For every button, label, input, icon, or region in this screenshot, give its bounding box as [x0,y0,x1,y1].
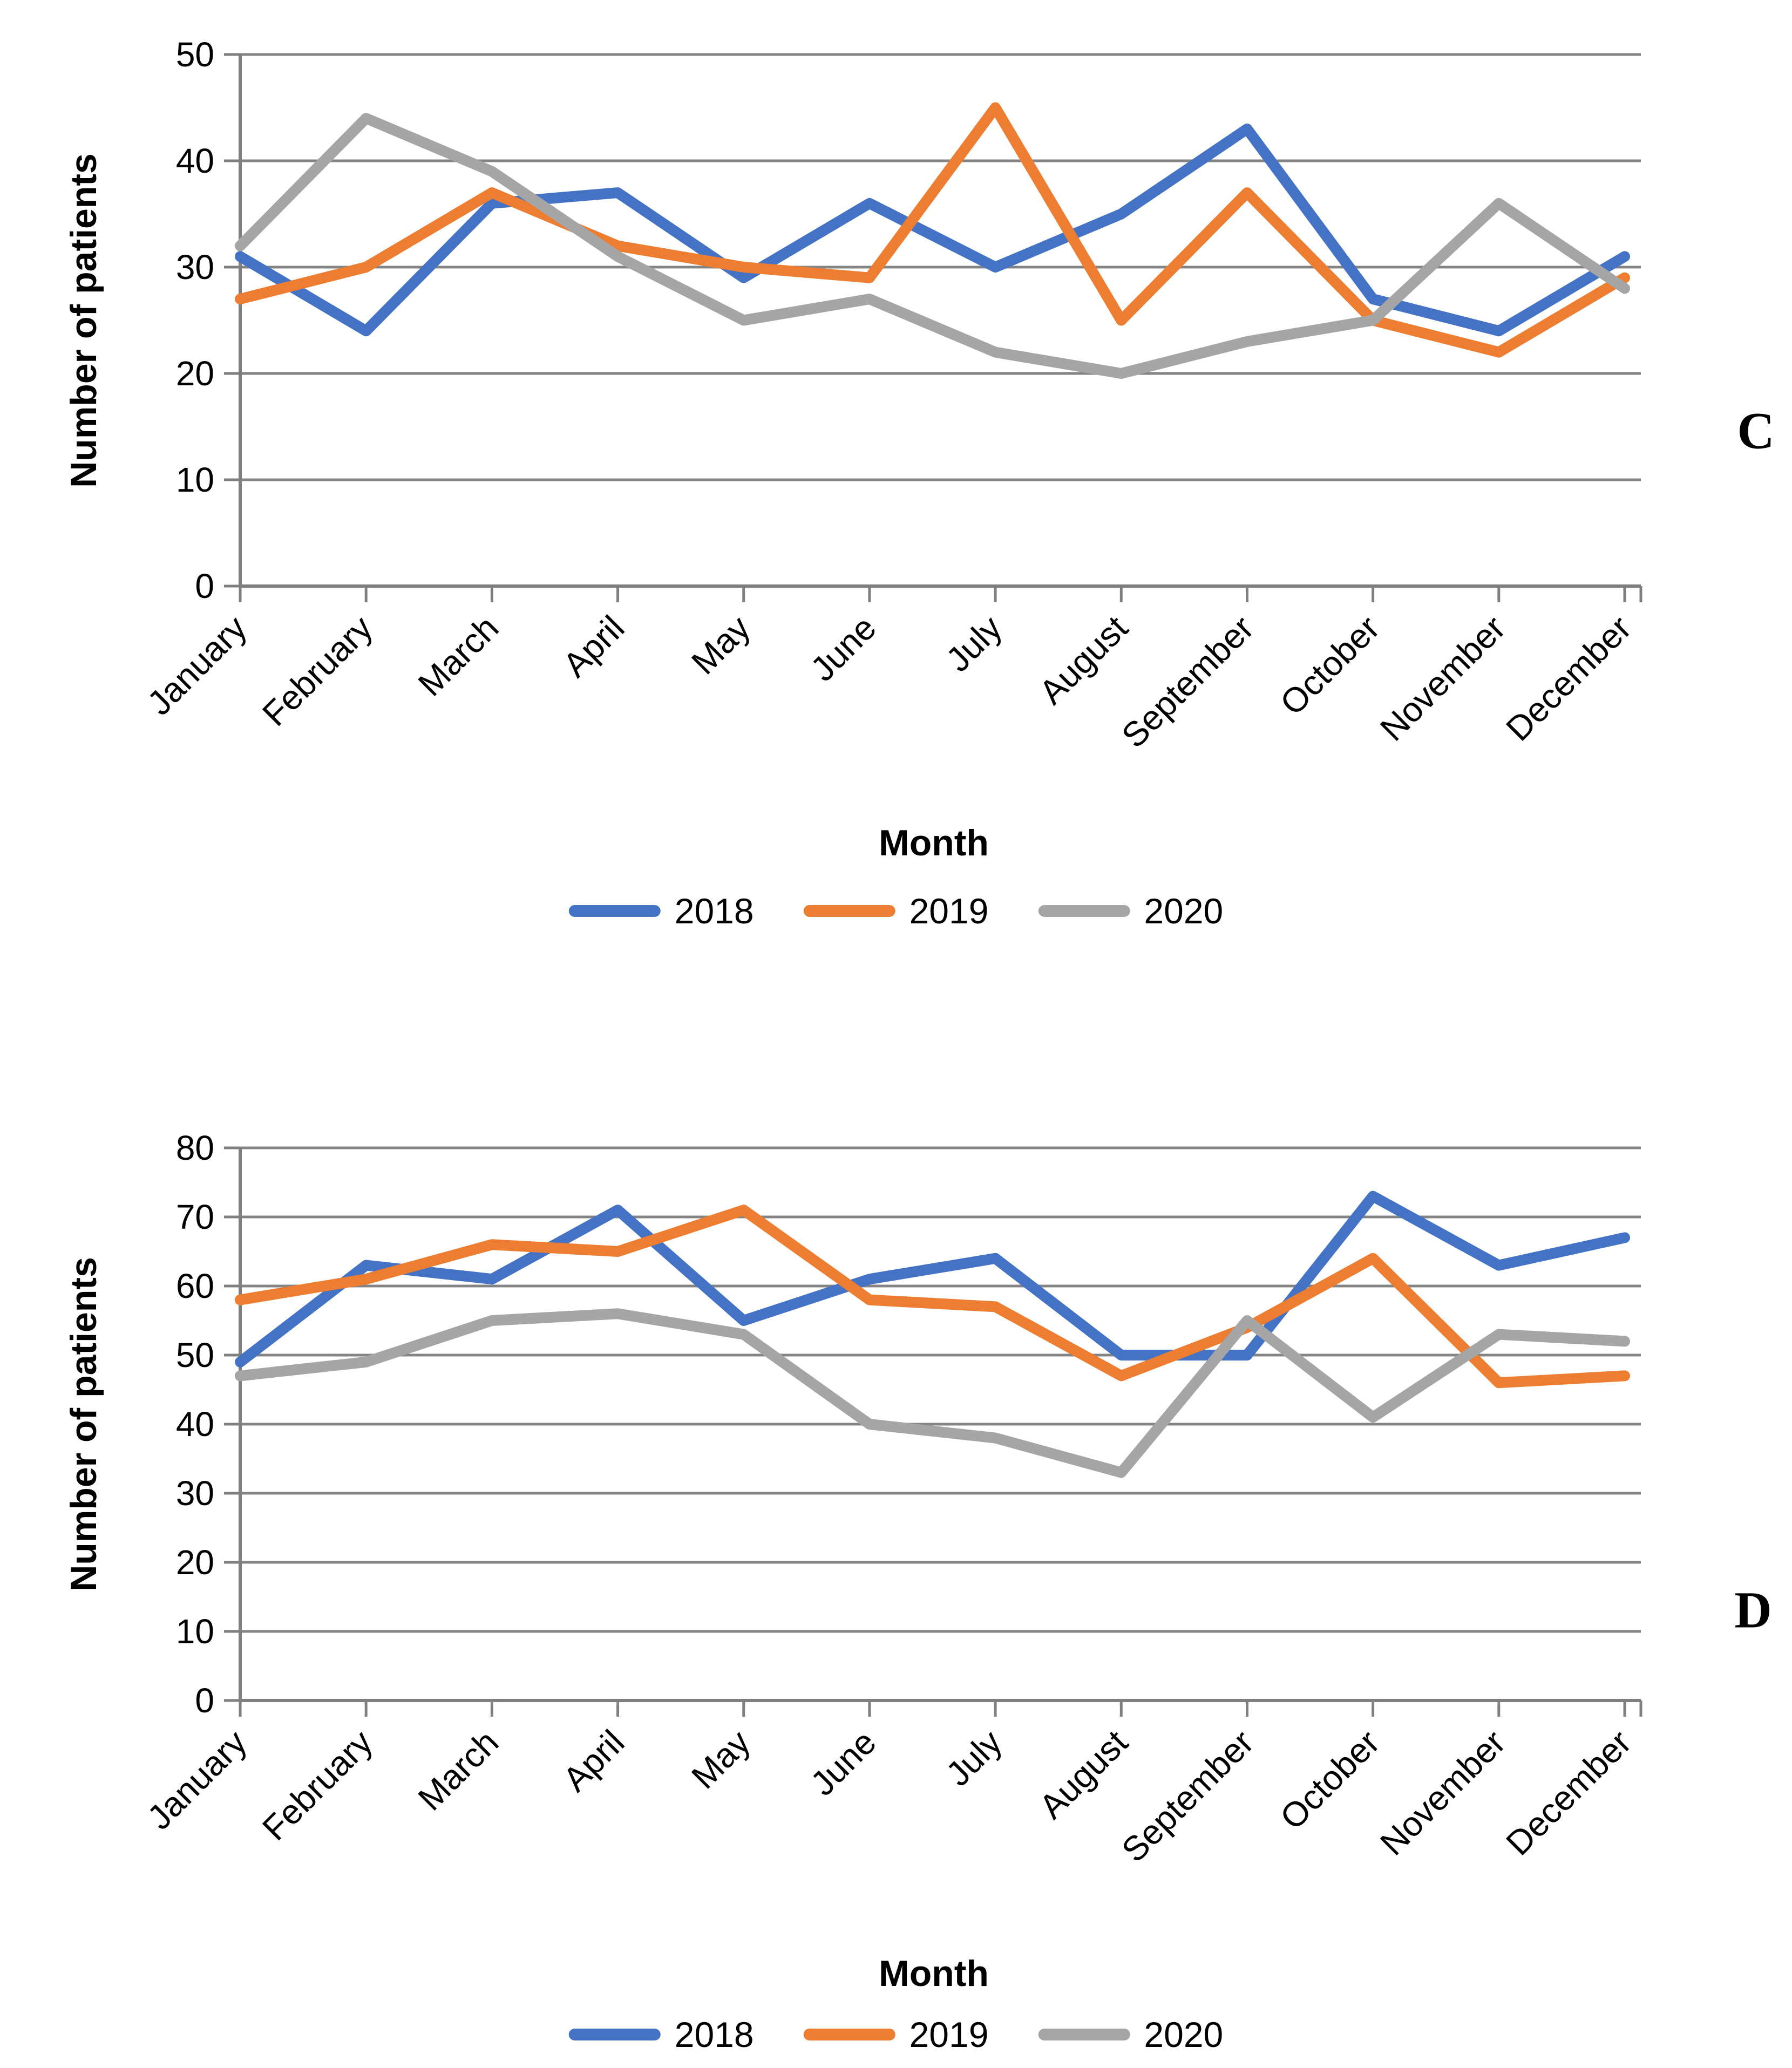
series-line-2018 [235,1191,1630,1368]
series-line-2019 [235,1205,1630,1389]
series-line-2019 [235,102,1630,358]
chart-c-legend: 2018 2019 2020 [568,890,1223,931]
month-label: July [939,1723,1009,1793]
month-label: February [255,608,380,733]
legend-swatch-2018 [568,905,661,917]
legend-label-2018: 2018 [674,891,754,931]
month-label: August [1031,608,1135,712]
month-label: August [1031,1723,1135,1826]
chart-d-legend: 2018 2019 2020 [568,2014,1223,2055]
chart-d: 0 10 20 30 40 50 60 70 80 January February March Apr… [140,1128,1642,1869]
legend-label-2019: 2019 [909,891,989,931]
legend-swatch-2019 [803,2029,895,2040]
legend-label-2019: 2019 [909,2015,989,2055]
legend-swatch-2018 [568,2029,661,2040]
month-label: November [1373,1723,1513,1863]
panel-label-c: C [1737,402,1775,460]
y-tick-label: 10 [176,460,214,499]
month-label: October [1273,608,1387,723]
legend-swatch-2020 [1038,2029,1130,2040]
panel-label-d: D [1734,1581,1772,1639]
legend-swatch-2019 [803,905,895,917]
month-label: May [684,608,757,682]
month-label: June [803,1723,884,1803]
month-label: September [1114,1723,1261,1869]
y-tick-label: 30 [176,248,214,287]
legend-item-2020: 2020 [1038,2014,1223,2055]
y-tick-label: 60 [176,1267,214,1305]
month-label: December [1498,608,1639,749]
series-line-2018 [235,123,1630,337]
month-label: April [555,1723,632,1799]
month-label: September [1114,608,1261,755]
y-tick-label: 0 [195,567,214,606]
month-label: April [555,608,632,684]
month-label: July [939,608,1009,679]
month-label: May [684,1723,757,1796]
chart-c-y-axis-title: Number of patients [63,153,104,488]
month-label: March [411,608,506,704]
legend-label-2018: 2018 [674,2015,754,2055]
month-label: October [1273,1723,1387,1837]
chart-d-x-axis-title: Month [879,1953,989,1994]
series-line-2020 [235,1308,1630,1478]
y-tick-label: 0 [195,1681,214,1720]
legend-swatch-2020 [1038,905,1130,917]
legend-item-2020: 2020 [1038,890,1223,931]
month-label: November [1373,608,1513,749]
month-label: January [140,608,254,723]
legend-item-2018: 2018 [568,890,754,931]
legend-label-2020: 2020 [1144,2015,1224,2055]
month-label: March [411,1723,506,1818]
legend-item-2019: 2019 [803,2014,989,2055]
chart-c-x-axis-title: Month [879,822,989,863]
y-tick-label: 10 [176,1612,214,1651]
month-label: February [255,1723,380,1848]
legend-item-2019: 2019 [803,890,989,931]
y-tick-label: 20 [176,354,214,393]
y-tick-label: 20 [176,1543,214,1582]
y-tick-label: 40 [176,141,214,180]
y-tick-label: 80 [176,1128,214,1167]
legend-item-2018: 2018 [568,2014,754,2055]
y-tick-label: 70 [176,1198,214,1236]
chart-c: 0 10 20 30 40 50 January February March April May J… [140,35,1642,755]
legend-label-2020: 2020 [1144,891,1224,931]
chart-d-y-axis-title: Number of patients [63,1257,104,1591]
month-label: December [1498,1723,1639,1863]
month-label: June [803,608,884,689]
y-tick-label: 30 [176,1474,214,1513]
series-line-2020 [235,113,1630,379]
y-tick-label: 50 [176,1336,214,1375]
y-tick-label: 50 [176,35,214,74]
month-label: January [140,1723,254,1837]
y-tick-label: 40 [176,1405,214,1444]
